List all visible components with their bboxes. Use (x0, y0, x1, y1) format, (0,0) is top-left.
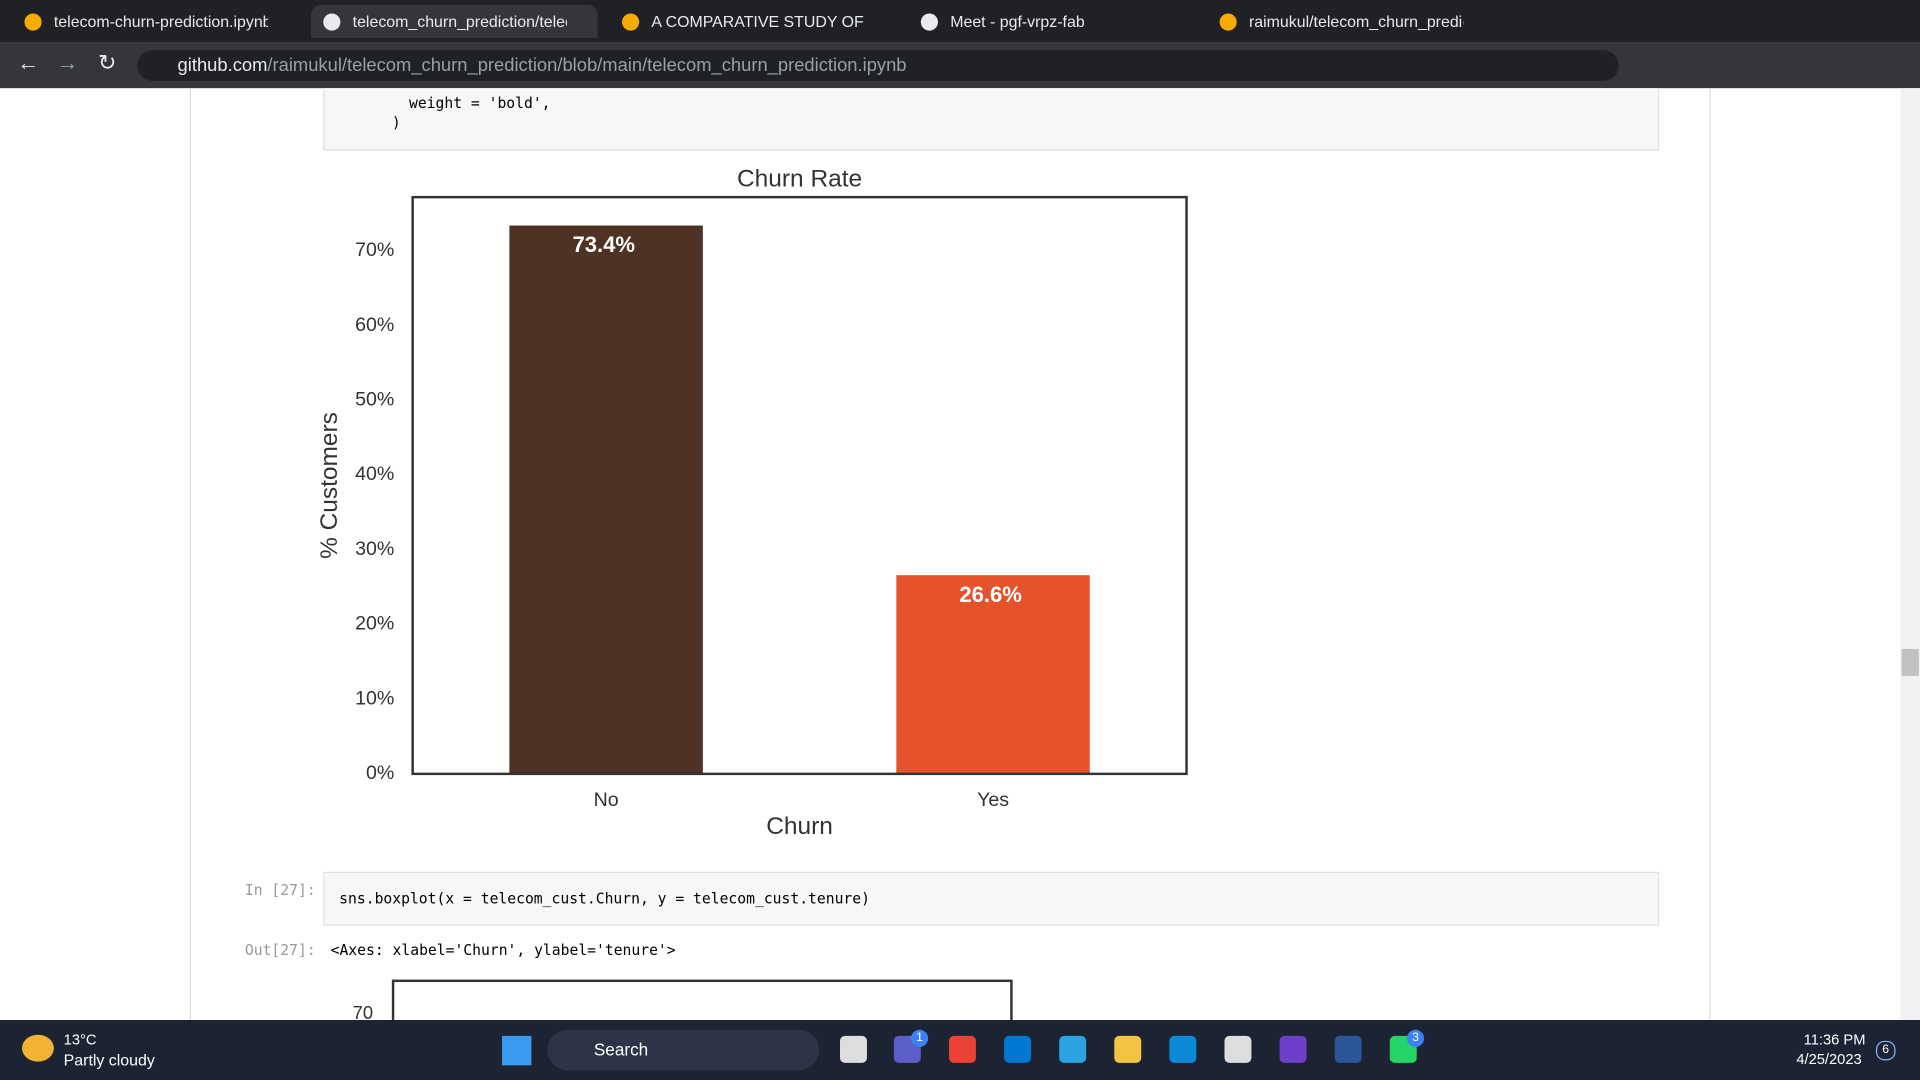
in-prompt: In [27]: (244, 881, 316, 899)
tab-title: raimukul/telecom_churn_predicti (1248, 12, 1464, 31)
taskbar-app[interactable] (1169, 1035, 1197, 1063)
code-line: ) (391, 113, 401, 132)
back-button[interactable]: ← (17, 50, 40, 75)
tab-bar: telecom-churn-prediction.ipynb telecom_ch… (0, 0, 1920, 43)
y-tick-label: 20% (355, 613, 394, 635)
tab[interactable]: A COMPARATIVE STUDY OF MUL (610, 5, 897, 38)
y-tick-label: 50% (355, 389, 394, 411)
tab-icon (622, 13, 640, 31)
tab-title: telecom_churn_prediction/teleco (352, 12, 567, 31)
y-tick-label: 60% (355, 314, 394, 336)
temperature: 13°C (63, 1031, 97, 1049)
clock-time: 11:36 PM (1803, 1031, 1866, 1049)
y-tick-label: 10% (355, 687, 394, 709)
plot-frame (411, 195, 1188, 776)
bar (509, 225, 703, 774)
x-tick-label: Yes (977, 789, 1009, 811)
y-axis-label: % Customers (316, 412, 343, 559)
x-axis-label: Churn (766, 813, 833, 840)
clock-date: 4/25/2023 (1796, 1050, 1862, 1068)
url-field[interactable]: github.com/raimukul/telecom_churn_predic… (137, 50, 1619, 81)
x-tick-label: No (594, 789, 619, 811)
reload-button[interactable]: ↻ (97, 50, 117, 75)
tab-icon (323, 13, 341, 31)
tab[interactable]: telecom_churn_prediction/teleco (311, 4, 598, 38)
data-label: 26.6% (959, 582, 1022, 607)
chart-title: Churn Rate (737, 165, 862, 192)
taskbar-app[interactable] (1334, 1035, 1362, 1063)
badge: 3 (1406, 1029, 1425, 1047)
tab-icon (1219, 13, 1237, 31)
tab-title: Meet - pgf-vrpz-fab (950, 12, 1085, 31)
url-host: github.com (177, 55, 268, 76)
y-tick-label: 0% (366, 762, 394, 784)
start-button[interactable] (502, 1035, 532, 1066)
taskbar-app[interactable] (948, 1035, 976, 1063)
chart: Churn Rate Churn % Customers 0% 10% 20% 30% 40%… (316, 165, 1188, 840)
y-tick-label: 40% (355, 463, 394, 485)
y-tick-label: 30% (355, 538, 394, 560)
search-box[interactable]: Search (547, 1029, 820, 1071)
code-line: weight = 'bold', (408, 94, 551, 112)
out-prompt: Out[27]: (244, 941, 316, 959)
scrollbar[interactable] (1900, 88, 1920, 1021)
taskbar-app[interactable] (1059, 1035, 1087, 1063)
code-cell: sns.boxplot(x = telecom_cust.Churn, y = … (323, 871, 1660, 926)
forward-button[interactable]: → (56, 50, 79, 75)
tab[interactable]: telecom-churn-prediction.ipynb (12, 5, 299, 38)
badge: 1 (911, 1029, 929, 1047)
taskbar-app[interactable] (1224, 1035, 1252, 1063)
weather: Partly cloudy (63, 1050, 155, 1069)
bar (896, 575, 1090, 774)
weather-icon (22, 1034, 54, 1062)
taskbar-app[interactable] (1114, 1035, 1142, 1063)
tab-icon (24, 13, 42, 31)
tab[interactable]: Meet - pgf-vrpz-fab (909, 5, 1196, 38)
output-text: <Axes: xlabel='Churn', ylabel='tenure'> (330, 941, 676, 959)
taskbar-app[interactable] (1004, 1035, 1032, 1063)
taskbar-app[interactable] (1279, 1035, 1307, 1063)
url-path: /raimukul/telecom_churn_prediction/blob/… (267, 55, 907, 76)
tab-title: A COMPARATIVE STUDY OF MUL (651, 12, 865, 31)
tab[interactable]: raimukul/telecom_churn_predicti (1207, 5, 1494, 38)
data-label: 73.4% (572, 232, 635, 257)
taskbar: 13°C Partly cloudy Search 1 3 6 11:36 PM 4… (0, 1020, 1920, 1080)
notebook-frame (189, 88, 1711, 1021)
tab-title: telecom-churn-prediction.ipynb (53, 12, 269, 31)
code-line: sns.boxplot(x = telecom_cust.Churn, y = … (339, 890, 870, 908)
code-cell: weight = 'bold', ) (323, 88, 1660, 151)
boxplot-tick-label: 70 (352, 1002, 374, 1024)
y-tick-label: 70% (355, 239, 394, 261)
taskbar-app[interactable] (840, 1035, 867, 1063)
badge: 6 (1875, 1040, 1896, 1061)
tab-icon (920, 13, 938, 31)
